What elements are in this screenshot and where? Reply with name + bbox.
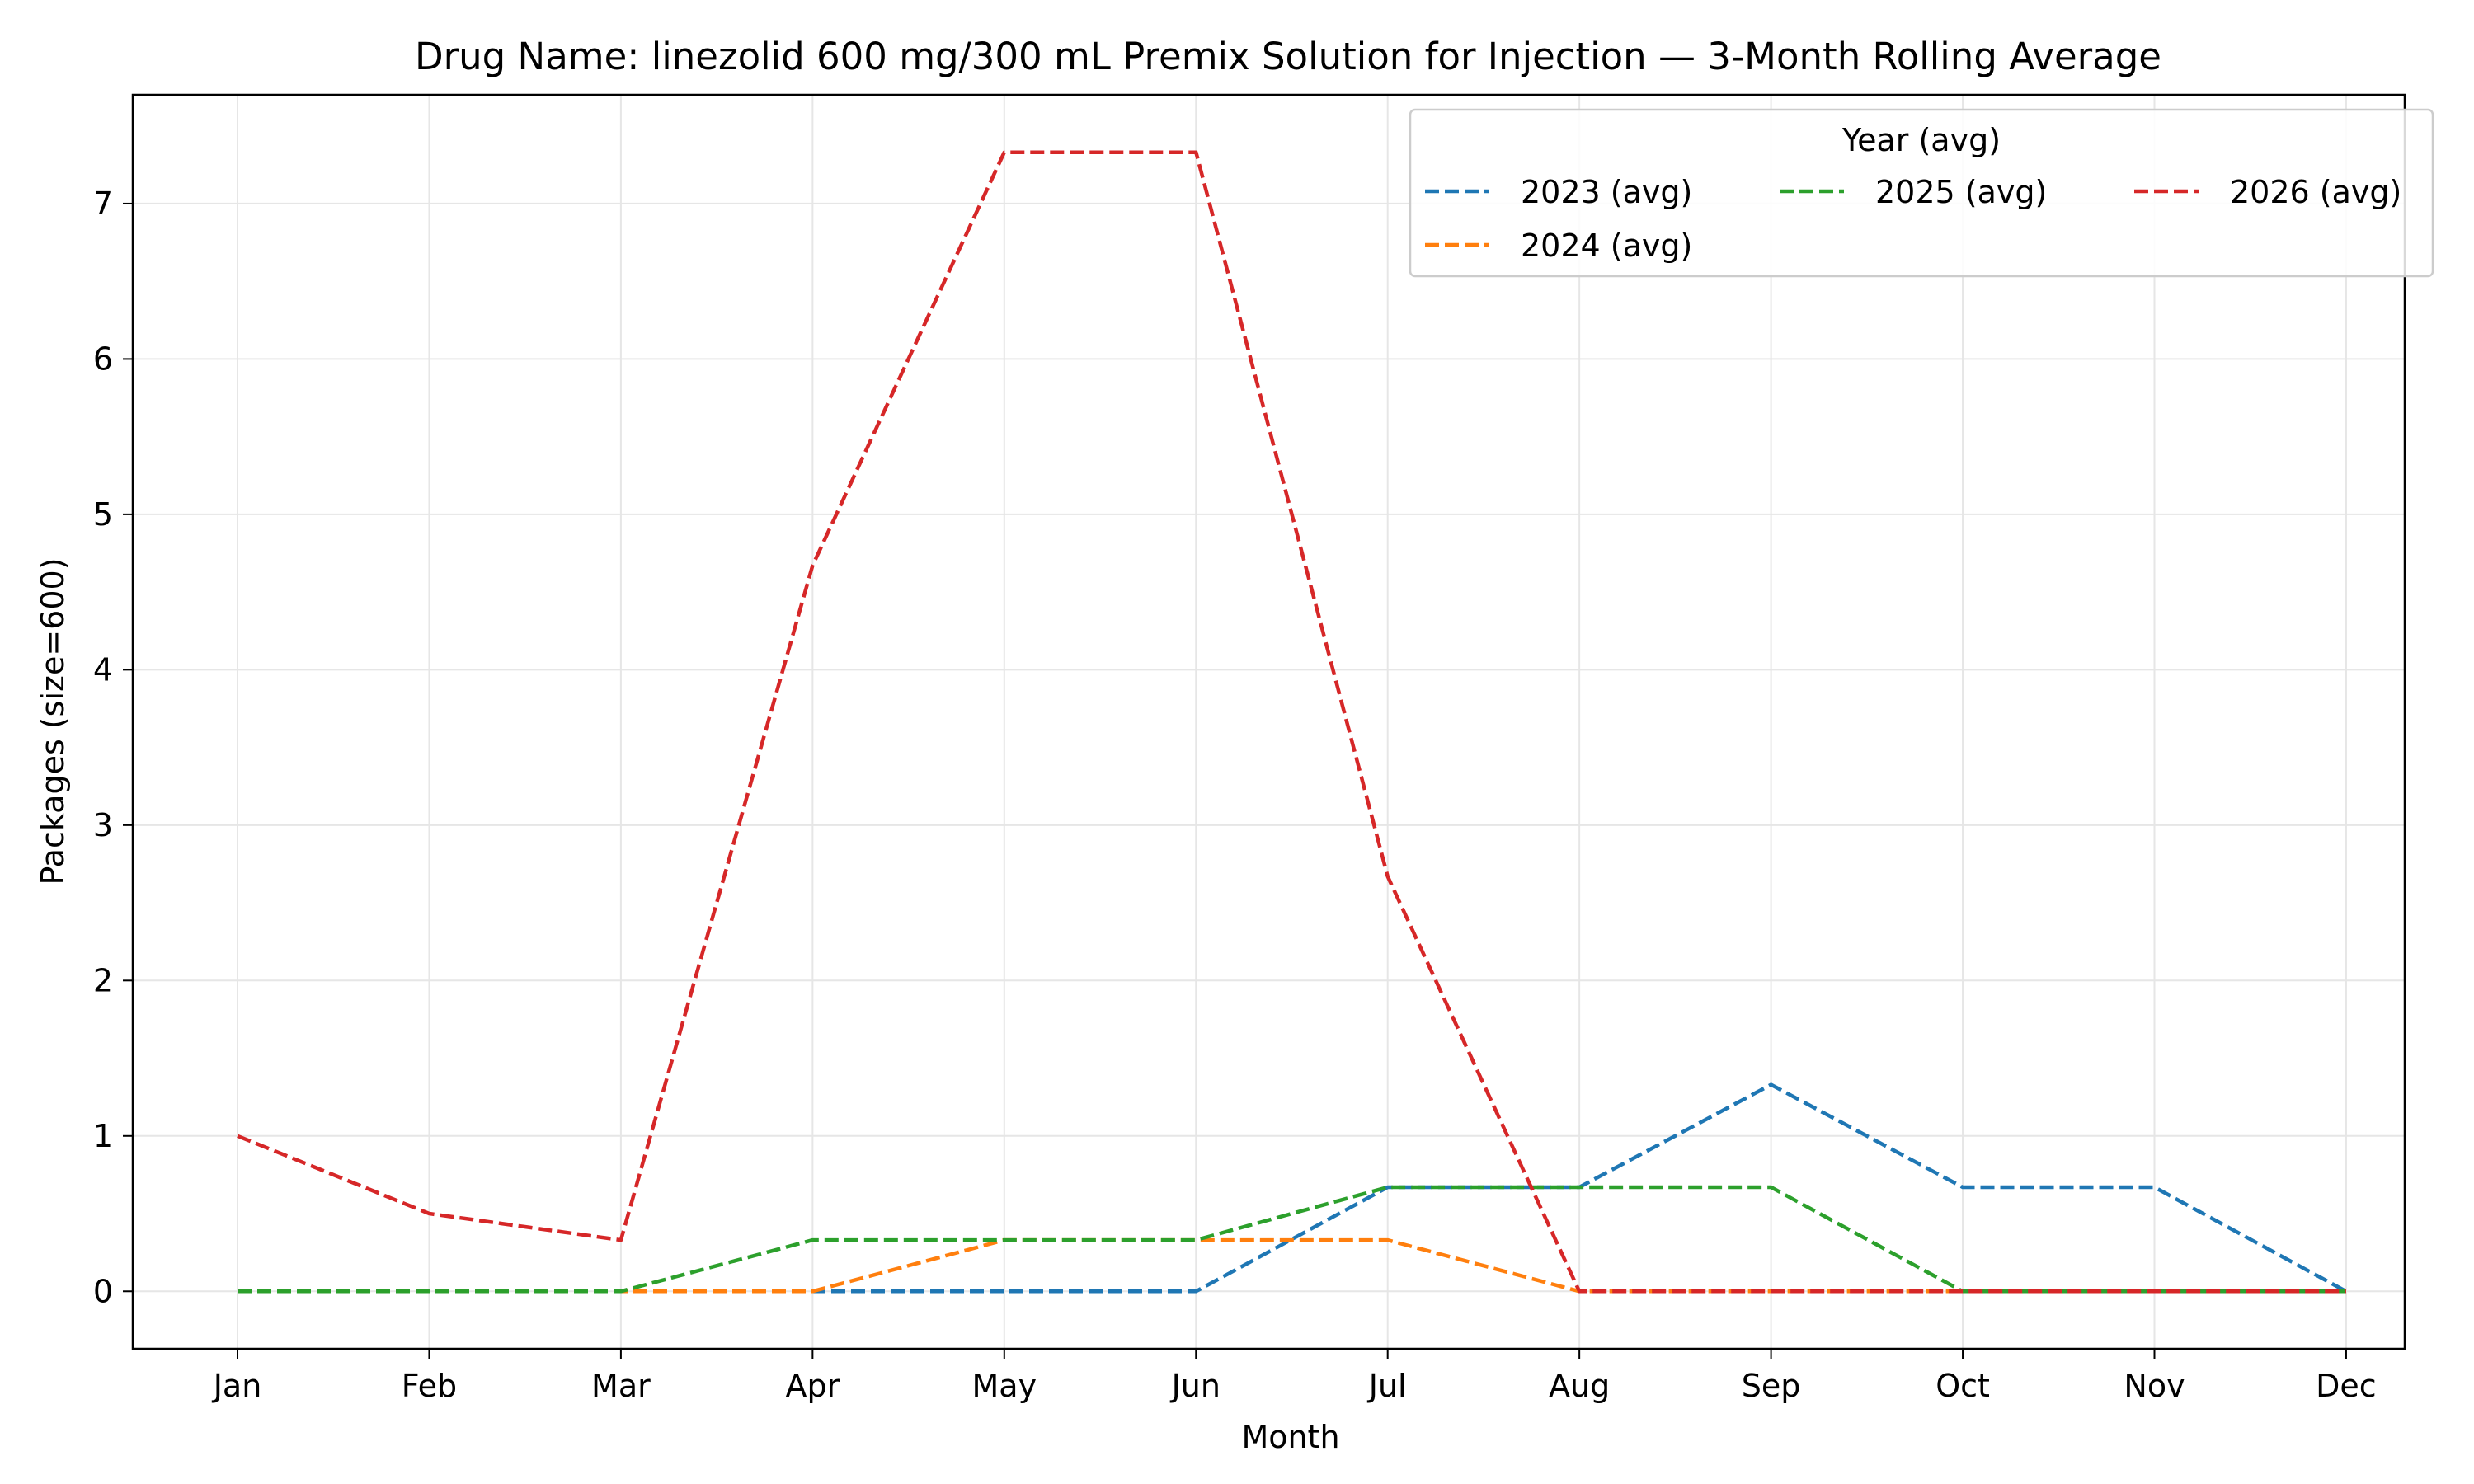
legend: Year (avg) 2023 (avg) 2024 (avg) 2025 (avg… bbox=[1409, 108, 2434, 278]
x-tick-label: Nov bbox=[2124, 1368, 2185, 1404]
plot-area-frame bbox=[131, 93, 2406, 1350]
x-axis-label: Month bbox=[1241, 1419, 1339, 1455]
x-tick-label: Oct bbox=[1935, 1368, 1990, 1404]
legend-box bbox=[1409, 108, 2434, 278]
y-tick-label: 1 bbox=[93, 1118, 113, 1154]
x-tick-label: Aug bbox=[1549, 1368, 1610, 1404]
x-tick-label: Apr bbox=[785, 1368, 840, 1404]
x-tick-label: Jan bbox=[212, 1368, 262, 1404]
plot-series bbox=[237, 150, 2347, 1294]
chart-title: Drug Name: linezolid 600 mg/300 mL Premi… bbox=[415, 35, 2161, 78]
legend-label: 2026 (avg) bbox=[2230, 174, 2401, 210]
y-tick-label: 7 bbox=[93, 186, 113, 222]
legend-title: Year (avg) bbox=[1841, 122, 2001, 158]
x-tick-label: May bbox=[972, 1368, 1037, 1404]
series-line-2026 bbox=[237, 150, 2346, 1294]
legend-label: 2023 (avg) bbox=[1521, 174, 1692, 210]
x-tick-label: Jun bbox=[1170, 1368, 1221, 1404]
y-axis-label: Packages (size=600) bbox=[35, 557, 71, 885]
x-tick-label: Sep bbox=[1742, 1368, 1801, 1404]
legend-label: 2024 (avg) bbox=[1521, 228, 1692, 264]
y-tick-label: 4 bbox=[93, 651, 113, 688]
x-tick-label: Feb bbox=[402, 1368, 457, 1404]
legend-entries: 2023 (avg) 2024 (avg) 2025 (avg) 2026 (avg) bbox=[1425, 174, 2401, 264]
x-tick-label: Jul bbox=[1367, 1368, 1407, 1404]
x-axis-ticks: Jan Feb Mar Apr May Jun Jul Aug Sep Oct Nov Dec bbox=[212, 1349, 2377, 1404]
y-tick-label: 0 bbox=[93, 1273, 113, 1309]
legend-label: 2025 (avg) bbox=[1875, 174, 2047, 210]
y-tick-label: 2 bbox=[93, 962, 113, 998]
x-tick-label: Mar bbox=[591, 1368, 651, 1404]
y-tick-label: 6 bbox=[93, 340, 113, 377]
y-tick-label: 3 bbox=[93, 807, 113, 843]
y-axis-ticks: 0 1 2 3 4 5 6 7 bbox=[93, 186, 133, 1309]
x-tick-label: Dec bbox=[2316, 1368, 2377, 1404]
y-tick-label: 5 bbox=[93, 496, 113, 533]
